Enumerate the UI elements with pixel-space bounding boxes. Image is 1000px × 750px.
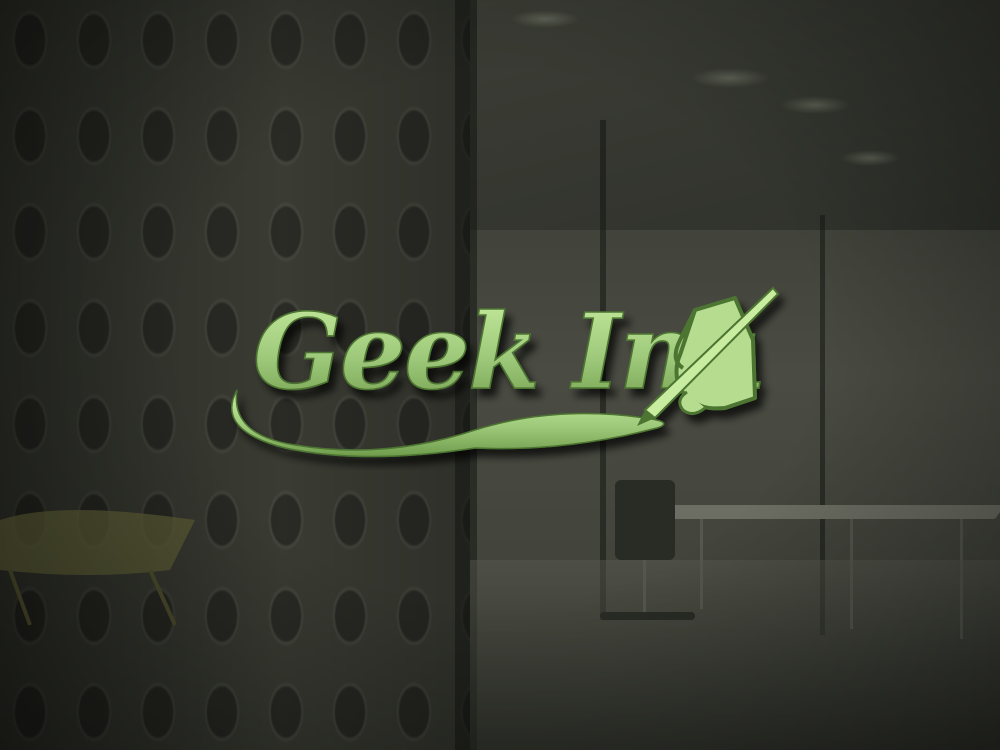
desk-leg bbox=[960, 519, 963, 639]
ceiling-light bbox=[780, 96, 850, 114]
ceiling-light bbox=[840, 150, 900, 166]
glass-partition-post bbox=[600, 120, 606, 620]
decorative-wall bbox=[0, 0, 470, 750]
desk-leg bbox=[700, 519, 703, 609]
office-floor bbox=[470, 560, 1000, 750]
logo-swoosh bbox=[231, 389, 665, 458]
ceiling-light bbox=[690, 68, 770, 88]
office-desk bbox=[635, 505, 1000, 519]
geek-ink-logo: Geek Ink bbox=[225, 270, 795, 470]
office-chair bbox=[615, 480, 675, 560]
office-chair-base bbox=[600, 612, 695, 620]
lounge-chair bbox=[0, 510, 195, 626]
hand-writing-with-pen-icon bbox=[637, 286, 780, 426]
glass-partition-post bbox=[820, 215, 825, 635]
logo-graphic: Geek Ink bbox=[231, 286, 780, 458]
office-ceiling bbox=[470, 0, 1000, 230]
chair-stem bbox=[643, 560, 646, 615]
desk-leg bbox=[850, 519, 853, 629]
wall-shading bbox=[0, 0, 470, 750]
ceiling-light bbox=[510, 10, 580, 28]
